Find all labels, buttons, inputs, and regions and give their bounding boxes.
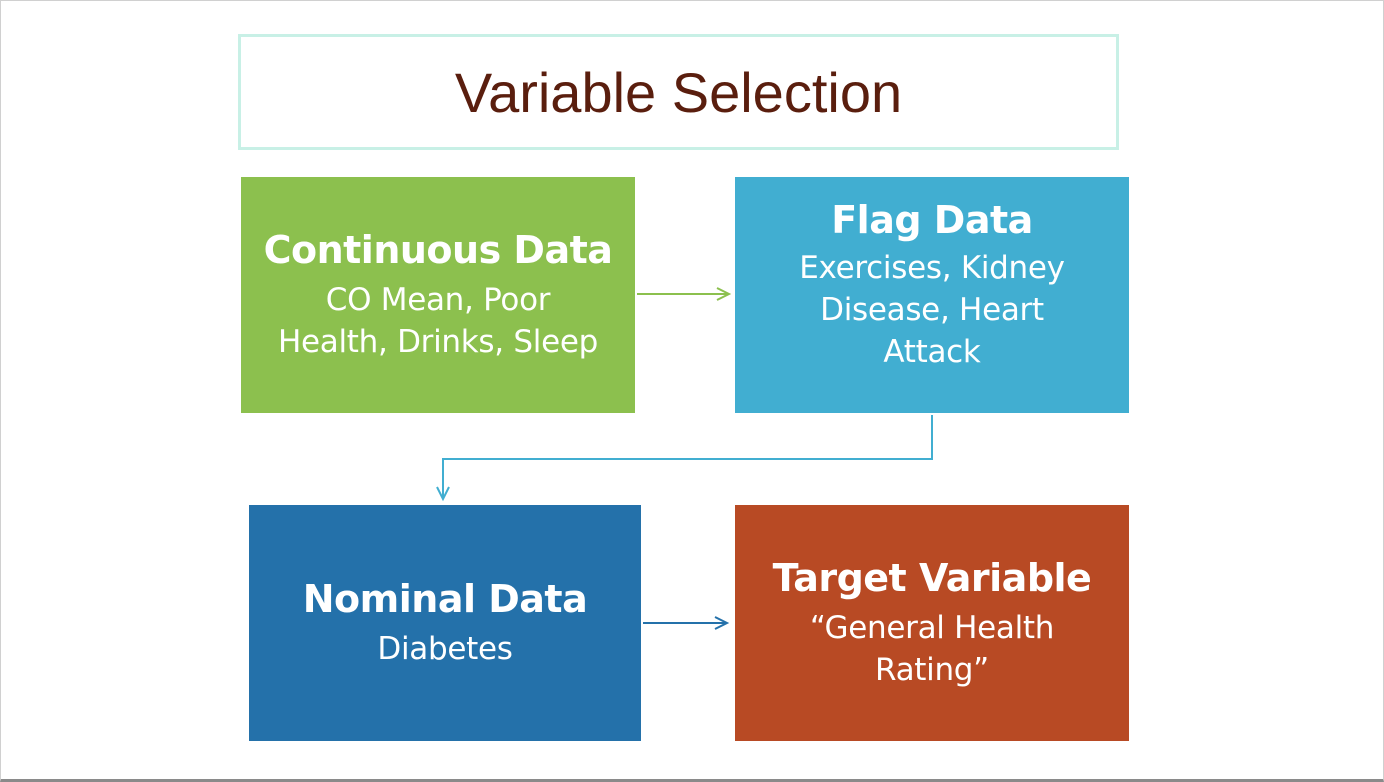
nominal-data-line: Diabetes — [377, 631, 513, 667]
flag-data-heading: Flag Data — [831, 198, 1033, 242]
target-variable-heading: Target Variable — [772, 556, 1092, 600]
nominal-data-heading: Nominal Data — [302, 577, 588, 621]
flag-data-box: Flag Data Exercises, Kidney Disease, Hea… — [735, 177, 1129, 413]
target-variable-line: Rating” — [875, 652, 989, 688]
continuous-data-line: CO Mean, Poor — [325, 282, 551, 318]
target-variable-line: “General Health — [809, 610, 1055, 646]
target-variable-box: Target Variable “General Health Rating” — [735, 505, 1129, 741]
arrow-flag-to-nominal — [436, 415, 933, 502]
continuous-data-heading: Continuous Data — [263, 228, 613, 272]
flag-data-line: Attack — [883, 334, 981, 370]
continuous-data-box: Continuous Data CO Mean, Poor Health, Dr… — [241, 177, 635, 413]
nominal-data-body: Diabetes — [377, 628, 513, 670]
diagram-title: Variable Selection — [454, 60, 903, 124]
flag-data-line: Disease, Heart — [820, 292, 1044, 328]
nominal-data-box: Nominal Data Diabetes — [249, 505, 641, 741]
arrow-continuous-to-flag — [637, 287, 732, 301]
arrow-nominal-to-target — [643, 616, 730, 630]
continuous-data-body: CO Mean, Poor Health, Drinks, Sleep — [278, 279, 598, 363]
target-variable-body: “General Health Rating” — [809, 607, 1055, 691]
title-box: Variable Selection — [238, 34, 1119, 150]
flag-data-body: Exercises, Kidney Disease, Heart Attack — [799, 247, 1065, 373]
continuous-data-line: Health, Drinks, Sleep — [277, 324, 598, 360]
flag-data-line: Exercises, Kidney — [799, 250, 1065, 286]
